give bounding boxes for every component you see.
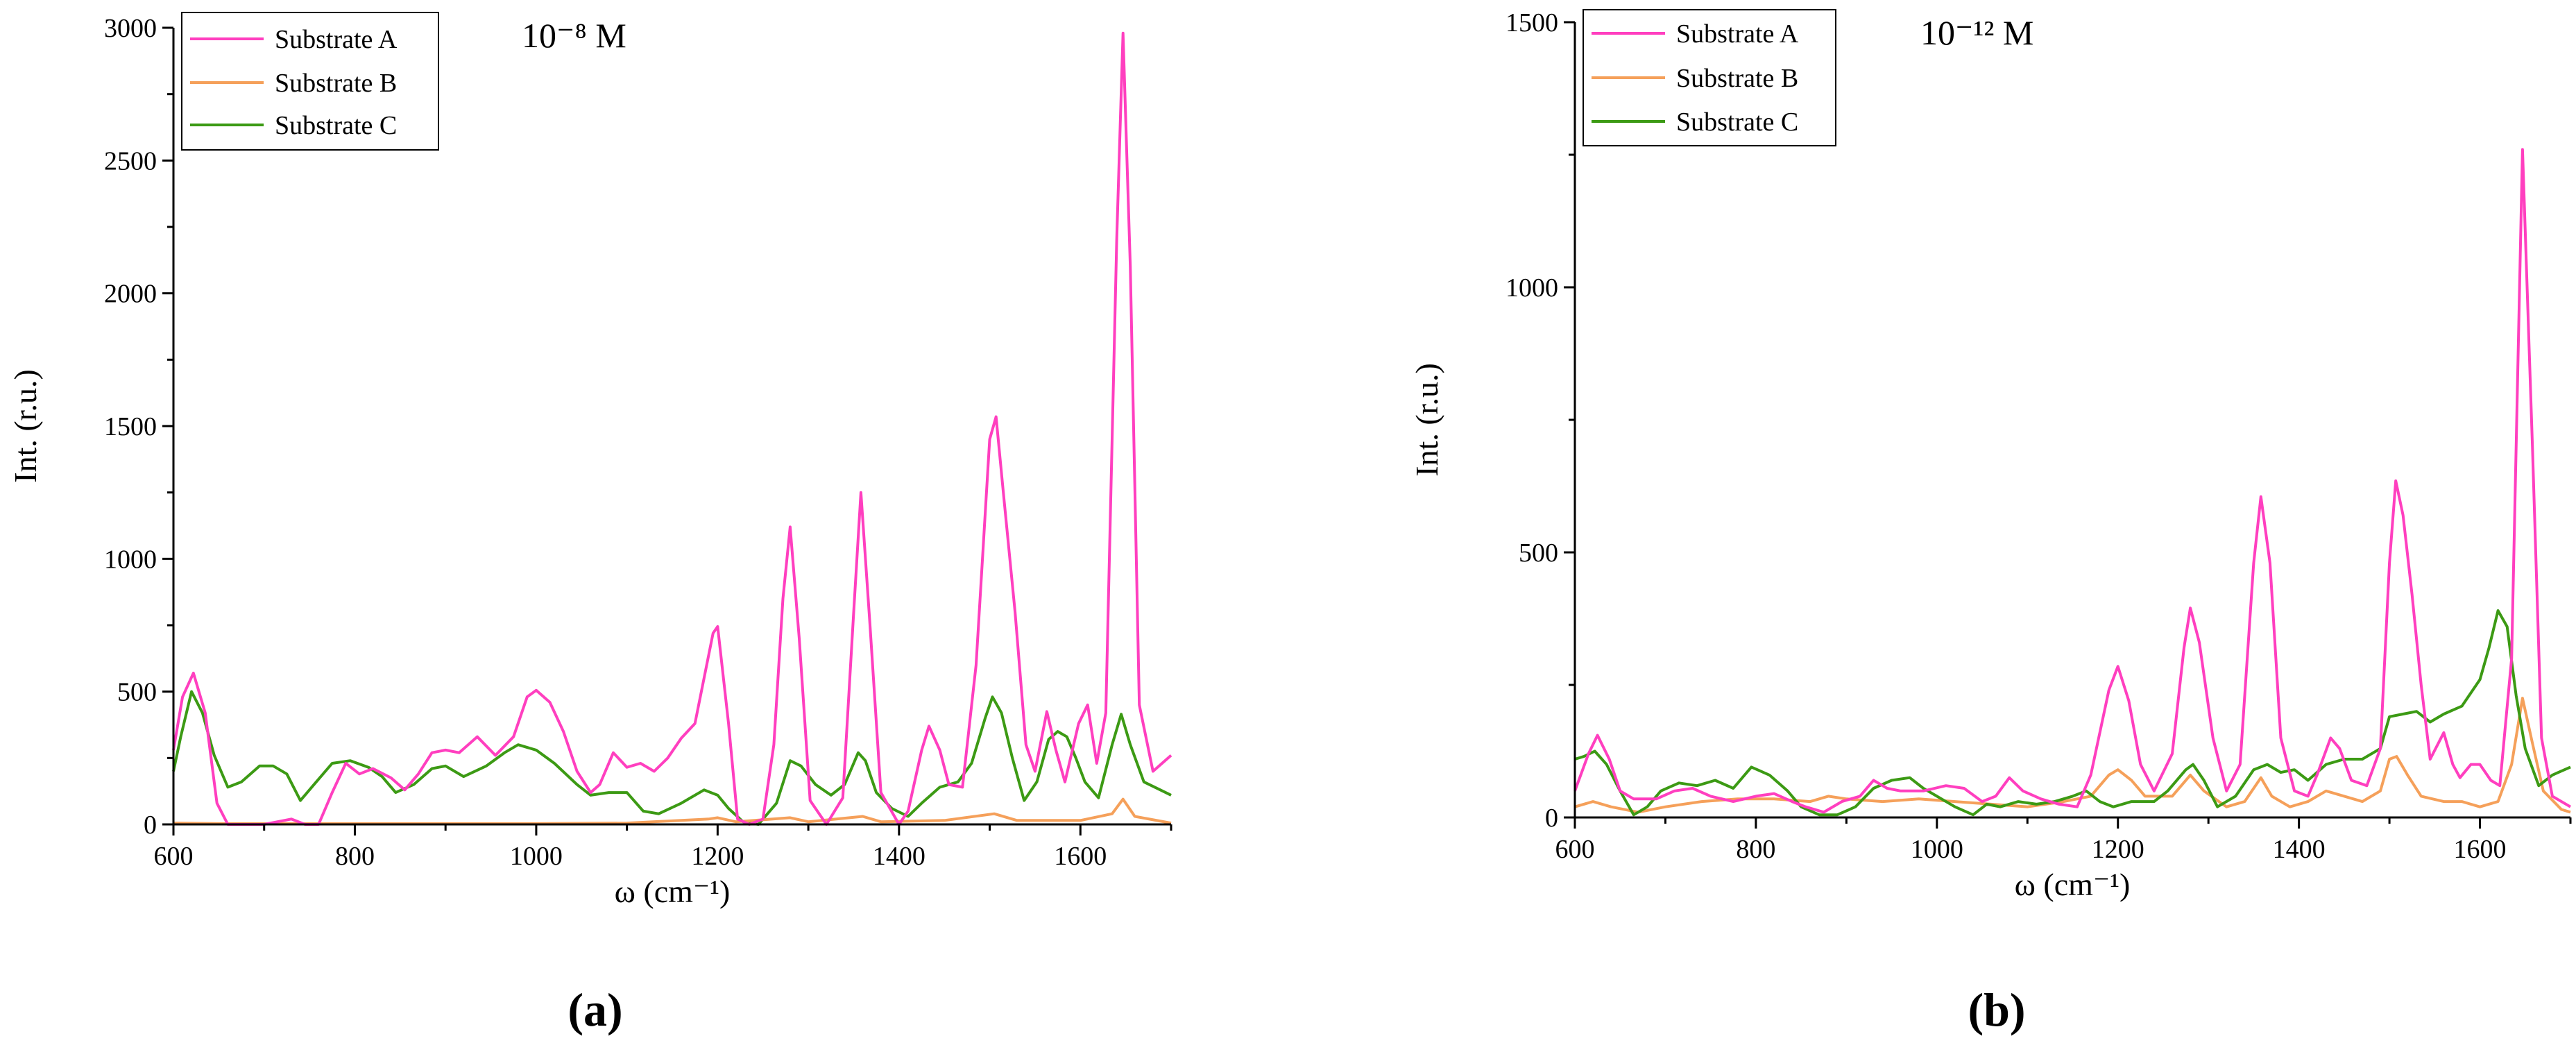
panel-b-legend-label-b: Substrate B xyxy=(1676,64,1798,93)
panel-b-legend: Substrate A Substrate B Substrate C xyxy=(1583,9,1836,146)
panel-a-y-tick-label: 1500 xyxy=(104,412,157,441)
panel-a-y-tick-label: 500 xyxy=(117,678,157,707)
panel-a-x-tick-label: 1600 xyxy=(1054,842,1107,871)
panel-b-concentration-annotation: 10⁻¹² M xyxy=(1920,13,2033,52)
panel-b-x-tick-label: 1000 xyxy=(1911,835,1963,864)
panel-a-legend-label-b: Substrate B xyxy=(275,69,397,98)
panel-a-y-axis-label: Int. (r.u.) xyxy=(8,369,43,483)
panel-b-legend-label-c: Substrate C xyxy=(1676,108,1798,137)
panel-b-y-tick-label: 1500 xyxy=(1505,8,1558,37)
panel-b-x-axis-label: ω (cm⁻¹) xyxy=(2015,867,2131,902)
panel-b-y-tick-label: 500 xyxy=(1519,538,1558,568)
panel-a-y-tick-label: 3000 xyxy=(104,14,157,43)
panel-a-series-line-c xyxy=(172,690,1172,826)
panel-a: 600 800 1000 1200 1400 1600 0 500 1000 1… xyxy=(8,12,1172,1036)
panel-b-series-line-a xyxy=(1573,148,2572,814)
panel-a-series-lines xyxy=(172,31,1172,826)
panel-a-x-tick-label: 800 xyxy=(335,842,375,871)
panel-b: 600 800 1000 1200 1400 1600 0 500 1000 1… xyxy=(1409,8,2572,1036)
panel-b-x-tick-label: 1600 xyxy=(2454,835,2507,864)
panel-b-ticks xyxy=(1564,21,2572,829)
panel-b-x-tick-label: 1200 xyxy=(2092,835,2144,864)
panel-b-series-line-b xyxy=(1574,697,2571,814)
panel-a-concentration-annotation: 10⁻⁸ M xyxy=(522,16,626,55)
panel-a-x-tick-label: 1200 xyxy=(691,842,744,871)
panel-a-y-tick-label: 2000 xyxy=(104,280,157,309)
panel-b-series-line-c xyxy=(1574,609,2571,817)
panel-b-label: (b) xyxy=(1968,983,2025,1036)
panel-a-x-tick-label: 600 xyxy=(154,842,194,871)
panel-a-x-tick-label: 1400 xyxy=(873,842,926,871)
panel-a-label: (a) xyxy=(568,983,622,1036)
panel-a-legend-label-c: Substrate C xyxy=(275,111,397,140)
panel-a-ticks xyxy=(162,26,1172,835)
panel-b-y-axis-label: Int. (r.u.) xyxy=(1409,363,1444,477)
panel-a-y-tick-label: 1000 xyxy=(104,545,157,574)
panel-b-legend-label-a: Substrate A xyxy=(1676,19,1799,49)
panel-b-x-tick-label: 600 xyxy=(1555,835,1595,864)
panel-b-x-tick-label: 800 xyxy=(1736,835,1775,864)
panel-a-tick-labels: 600 800 1000 1200 1400 1600 0 500 1000 1… xyxy=(104,14,1107,871)
panel-a-y-tick-label: 2500 xyxy=(104,146,157,176)
panel-b-y-tick-label: 0 xyxy=(1545,804,1558,833)
panel-a-legend: Substrate A Substrate B Substrate C xyxy=(181,12,439,151)
panel-a-x-tick-label: 1000 xyxy=(510,842,563,871)
panel-b-y-tick-label: 1000 xyxy=(1505,273,1558,303)
panel-a-y-tick-label: 0 xyxy=(144,811,157,840)
panel-b-x-tick-label: 1400 xyxy=(2273,835,2326,864)
panel-a-legend-label-a: Substrate A xyxy=(275,25,398,54)
panel-b-tick-labels: 600 800 1000 1200 1400 1600 0 500 1000 1… xyxy=(1505,8,2507,864)
panel-b-series-lines xyxy=(1573,148,2572,817)
panel-a-series-line-a xyxy=(172,31,1172,826)
panel-a-x-axis-label: ω (cm⁻¹) xyxy=(615,874,731,909)
